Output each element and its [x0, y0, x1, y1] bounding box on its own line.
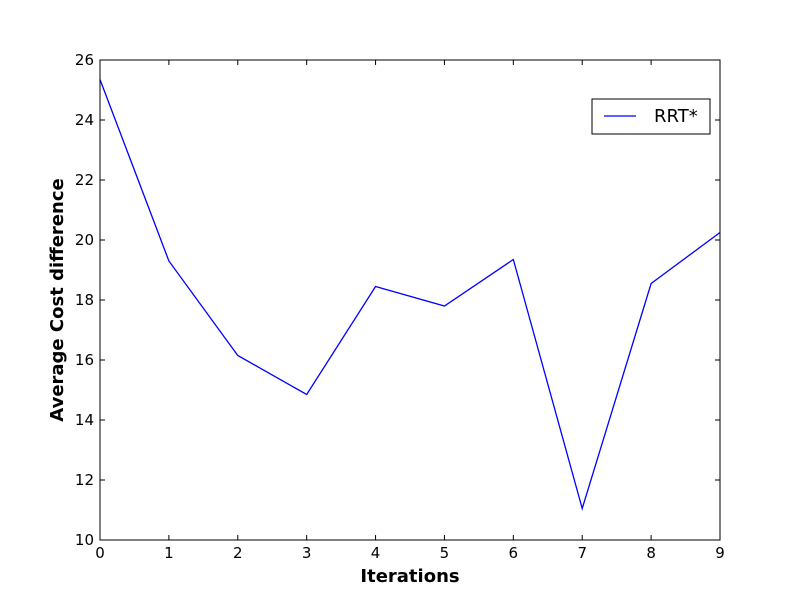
y-tick-label: 24: [75, 111, 94, 129]
series-line-rrt-star: [99, 79, 721, 511]
y-tick-label: 14: [75, 411, 94, 429]
plot-frame: [99, 59, 721, 541]
y-tick-label: 10: [75, 531, 94, 549]
x-axis-label: Iterations: [360, 566, 459, 587]
legend: RRT*: [591, 98, 711, 135]
x-tick-label: 1: [164, 544, 174, 562]
x-tick-label: 5: [440, 544, 450, 562]
y-axis-label: Average Cost difference: [47, 178, 68, 421]
legend-label-rrt-star: RRT*: [654, 106, 698, 127]
x-tick-label: 6: [509, 544, 519, 562]
x-tick-label: 4: [371, 544, 381, 562]
y-tick-label: 12: [75, 471, 94, 489]
y-tick-label: 26: [75, 51, 94, 69]
y-tick-label: 22: [75, 171, 94, 189]
y-tick-label: 16: [75, 351, 94, 369]
x-tick-label: 3: [302, 544, 312, 562]
x-tick-label: 7: [577, 544, 587, 562]
y-tick-label: 18: [75, 291, 94, 309]
x-tick-label: 9: [715, 544, 725, 562]
y-tick-label: 20: [75, 231, 94, 249]
x-tick-label: 0: [95, 544, 105, 562]
x-tick-label: 8: [646, 544, 656, 562]
x-tick-label: 2: [233, 544, 243, 562]
